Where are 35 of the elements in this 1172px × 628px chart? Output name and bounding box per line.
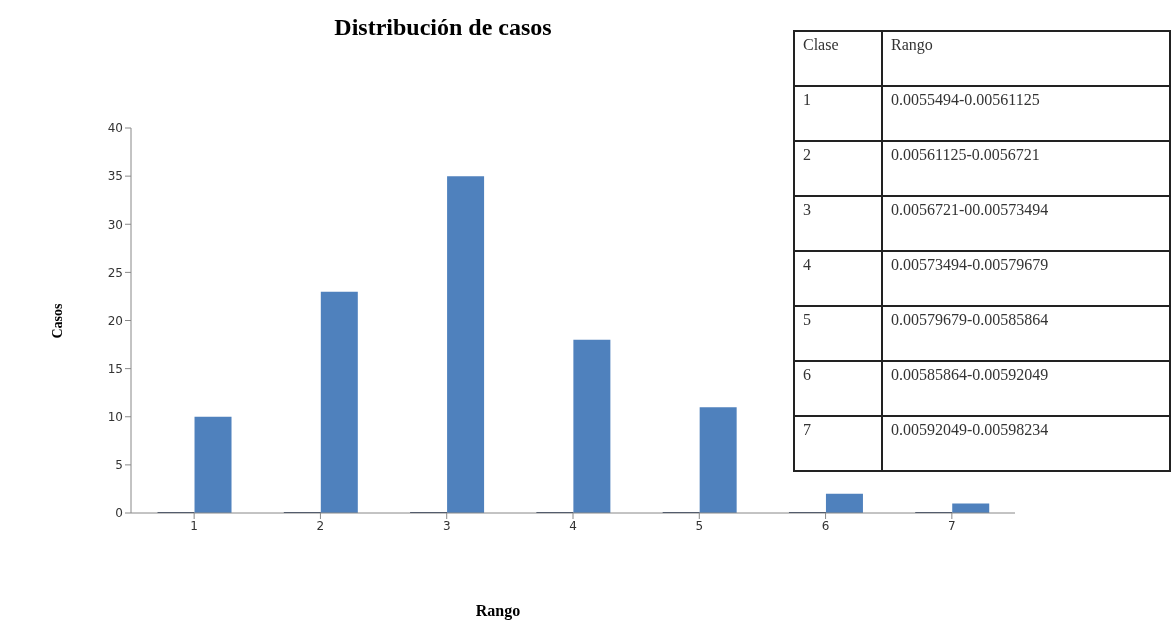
y-tick-label: 20 [107, 313, 123, 328]
annotation: 3 [794, 196, 882, 251]
x-tick-label: 4 [569, 518, 577, 533]
x-tick-label: 6 [821, 518, 830, 533]
y-tick-label: 25 [107, 265, 123, 280]
y-tick-label: 15 [107, 361, 123, 376]
annotation: 0.00573494-0.00579679 [882, 251, 1170, 306]
x-axis-title: Rango [474, 602, 522, 620]
annotation: 0.0056721-00.00573494 [882, 196, 1170, 251]
y-tick-label: 0 [115, 506, 123, 521]
annotation: 4 [794, 251, 882, 306]
annotation: 0.00585864-0.00592049 [882, 361, 1170, 416]
text: 1 [803, 91, 811, 108]
x-tick-label: 5 [695, 518, 704, 533]
x-tick-label: 1 [190, 518, 198, 533]
y-axis-title: Casos [50, 302, 66, 341]
text: Rango [891, 36, 933, 53]
annotation: 7 [794, 416, 882, 471]
y-tick-label: 10 [107, 410, 123, 425]
annotation: 0.00592049-0.00598234 [882, 416, 1170, 471]
x-tick-label: 3 [442, 518, 451, 533]
x-tick-label: 7 [948, 518, 956, 533]
annotation: 5 [794, 306, 882, 361]
y-tick-label: 35 [107, 169, 123, 184]
annotation: 6 [794, 361, 882, 416]
text: Clase [803, 36, 839, 53]
y-tick-label: 40 [107, 121, 123, 136]
chart-title: Distribución de casos [333, 14, 553, 41]
y-tick-label: 5 [115, 458, 123, 473]
annotation: 2 [794, 141, 882, 196]
annotation: 0.00561125-0.0056721 [882, 141, 1170, 196]
text: 0.0055494-0.00561125 [891, 91, 1040, 108]
annotation: 0.00579679-0.00585864 [882, 306, 1170, 361]
x-tick-label: 2 [316, 518, 325, 533]
y-tick-label: 30 [107, 217, 123, 232]
